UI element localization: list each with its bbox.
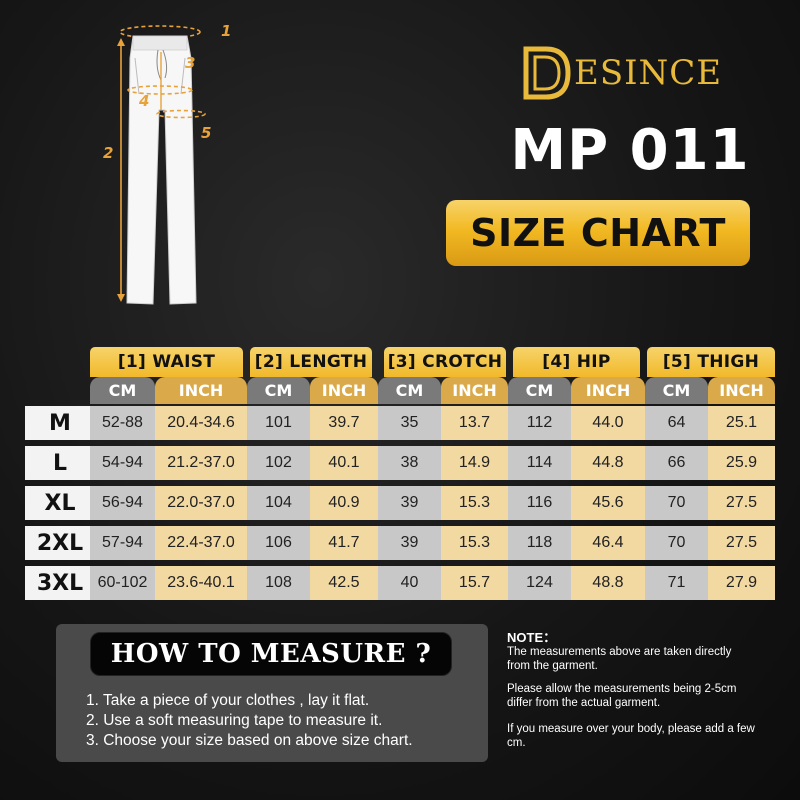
cell-inch: 46.4 [571, 526, 645, 560]
cell-inch: 22.4-37.0 [155, 526, 247, 560]
how-to-step: 3. Choose your size based on above size … [86, 732, 413, 749]
diagram-label-1: 1 [221, 22, 231, 40]
cell-inch: 25.9 [708, 446, 775, 480]
cell-cm: 56-94 [90, 486, 155, 520]
cell-inch: 13.7 [441, 406, 508, 440]
cell-cm: 39 [378, 486, 441, 520]
note-title: NOTE： [507, 630, 557, 645]
cell-inch: 20.4-34.6 [155, 406, 247, 440]
brand-name: ESINCE [574, 53, 723, 93]
size-label: 2XL [36, 530, 84, 556]
cell-cm: 102 [247, 446, 310, 480]
cell-inch: 27.5 [708, 486, 775, 520]
note-paragraph: Please allow the measurements being 2-5c… [507, 683, 737, 709]
how-to-step: 1. Take a piece of your clothes , lay it… [86, 692, 370, 709]
how-to-step: 2. Use a soft measuring tape to measure … [86, 712, 383, 729]
group-header-waist: [1] WAIST [90, 347, 243, 377]
cell-inch: 44.8 [571, 446, 645, 480]
group-header-thigh: [5] THIGH [647, 347, 775, 377]
unit-header-cm: CM [247, 377, 310, 404]
cell-cm: 52-88 [90, 406, 155, 440]
cell-inch: 22.0-37.0 [155, 486, 247, 520]
cell-inch: 15.3 [441, 526, 508, 560]
brand-logo: ESINCE [522, 40, 752, 106]
cell-inch: 15.3 [441, 486, 508, 520]
size-label: 3XL [36, 570, 84, 596]
diagram-label-5: 5 [201, 124, 211, 142]
cell-cm: 35 [378, 406, 441, 440]
unit-header-cm: CM [508, 377, 571, 404]
unit-header-inch: INCH [441, 377, 508, 404]
cell-cm: 101 [247, 406, 310, 440]
cell-inch: 25.1 [708, 406, 775, 440]
size-chart-banner: SIZE CHART [446, 200, 750, 266]
group-header-crotch: [3] CROTCH [384, 347, 506, 377]
unit-header-cm: CM [645, 377, 708, 404]
cell-inch: 27.5 [708, 526, 775, 560]
cell-cm: 38 [378, 446, 441, 480]
cell-inch: 40.1 [310, 446, 378, 480]
cell-cm: 112 [508, 406, 571, 440]
cell-inch: 39.7 [310, 406, 378, 440]
cell-cm: 70 [645, 526, 708, 560]
cell-cm: 108 [247, 566, 310, 600]
cell-cm: 70 [645, 486, 708, 520]
cell-inch: 23.6-40.1 [155, 566, 247, 600]
cell-cm: 106 [247, 526, 310, 560]
cell-cm: 66 [645, 446, 708, 480]
cell-inch: 44.0 [571, 406, 645, 440]
cell-cm: 57-94 [90, 526, 155, 560]
brand-d-icon [523, 46, 571, 100]
cell-inch: 48.8 [571, 566, 645, 600]
cell-cm: 124 [508, 566, 571, 600]
size-label: M [49, 410, 71, 436]
cell-inch: 15.7 [441, 566, 508, 600]
pants-diagram-icon: 1 2 3 4 5 [103, 22, 231, 305]
unit-header-cm: CM [90, 377, 155, 404]
cell-inch: 40.9 [310, 486, 378, 520]
cell-inch: 41.7 [310, 526, 378, 560]
cell-cm: 39 [378, 526, 441, 560]
diagram-label-2: 2 [103, 144, 113, 162]
note-paragraph: If you measure over your body, please ad… [507, 723, 755, 749]
unit-header-cm: CM [378, 377, 441, 404]
unit-header-inch: INCH [708, 377, 775, 404]
note-paragraph: The measurements above are taken directl… [507, 646, 732, 672]
cell-cm: 40 [378, 566, 441, 600]
cell-inch: 42.5 [310, 566, 378, 600]
diagram-label-3: 3 [185, 54, 195, 72]
cell-cm: 116 [508, 486, 571, 520]
how-to-measure-title: HOW TO MEASURE ? [90, 632, 452, 676]
cell-cm: 104 [247, 486, 310, 520]
cell-cm: 64 [645, 406, 708, 440]
unit-header-inch: INCH [571, 377, 645, 404]
cell-inch: 45.6 [571, 486, 645, 520]
group-header-hip: [4] HIP [513, 347, 640, 377]
unit-header-inch: INCH [310, 377, 378, 404]
unit-header-inch: INCH [155, 377, 247, 404]
group-header-length: [2] LENGTH [250, 347, 372, 377]
cell-inch: 14.9 [441, 446, 508, 480]
model-number: MP 011 [510, 118, 750, 183]
cell-cm: 54-94 [90, 446, 155, 480]
cell-cm: 118 [508, 526, 571, 560]
cell-cm: 71 [645, 566, 708, 600]
diagram-label-4: 4 [138, 92, 149, 110]
cell-cm: 114 [508, 446, 571, 480]
size-label: L [52, 450, 68, 476]
cell-cm: 60-102 [90, 566, 155, 600]
cell-inch: 27.9 [708, 566, 775, 600]
cell-inch: 21.2-37.0 [155, 446, 247, 480]
size-label: XL [44, 490, 76, 516]
